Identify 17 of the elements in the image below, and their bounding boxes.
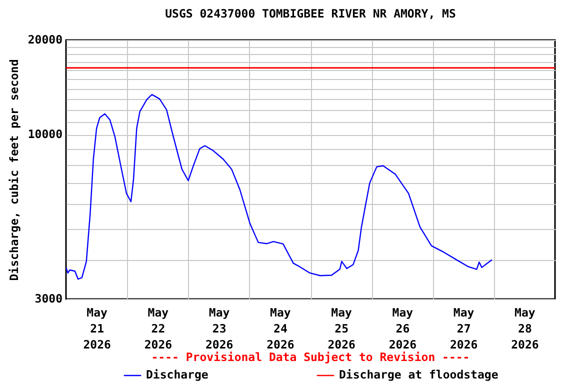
x-tick-label: May 23 2026 [205, 306, 234, 352]
y-tick-label: 3000 [34, 292, 63, 306]
text: ---- Provisional Data Subject to Revision ---- [150, 350, 471, 364]
y-tick-label: 20000 [28, 32, 63, 46]
x-tick-label: May 25 2026 [328, 306, 356, 352]
y-tick-label: 10000 [28, 127, 63, 142]
x-tick-label: May 27 2026 [450, 306, 478, 352]
x-tick-label: May 24 2026 [266, 306, 294, 352]
x-tick-label: May 28 2026 [511, 306, 539, 352]
x-tick-label: May 21 2026 [83, 306, 111, 352]
legend-label: Discharge [146, 368, 208, 382]
x-tick-label: May 26 2026 [388, 306, 417, 352]
y-axis-title: Discharge, cubic feet per second [6, 59, 21, 281]
line-series [66, 94, 493, 280]
x-tick-label: May 22 2026 [144, 306, 172, 352]
chart-title: USGS 02437000 TOMBIGBEE RIVER NR AMORY, MS [165, 6, 456, 20]
legend-label: Discharge at floodstage [339, 368, 498, 382]
